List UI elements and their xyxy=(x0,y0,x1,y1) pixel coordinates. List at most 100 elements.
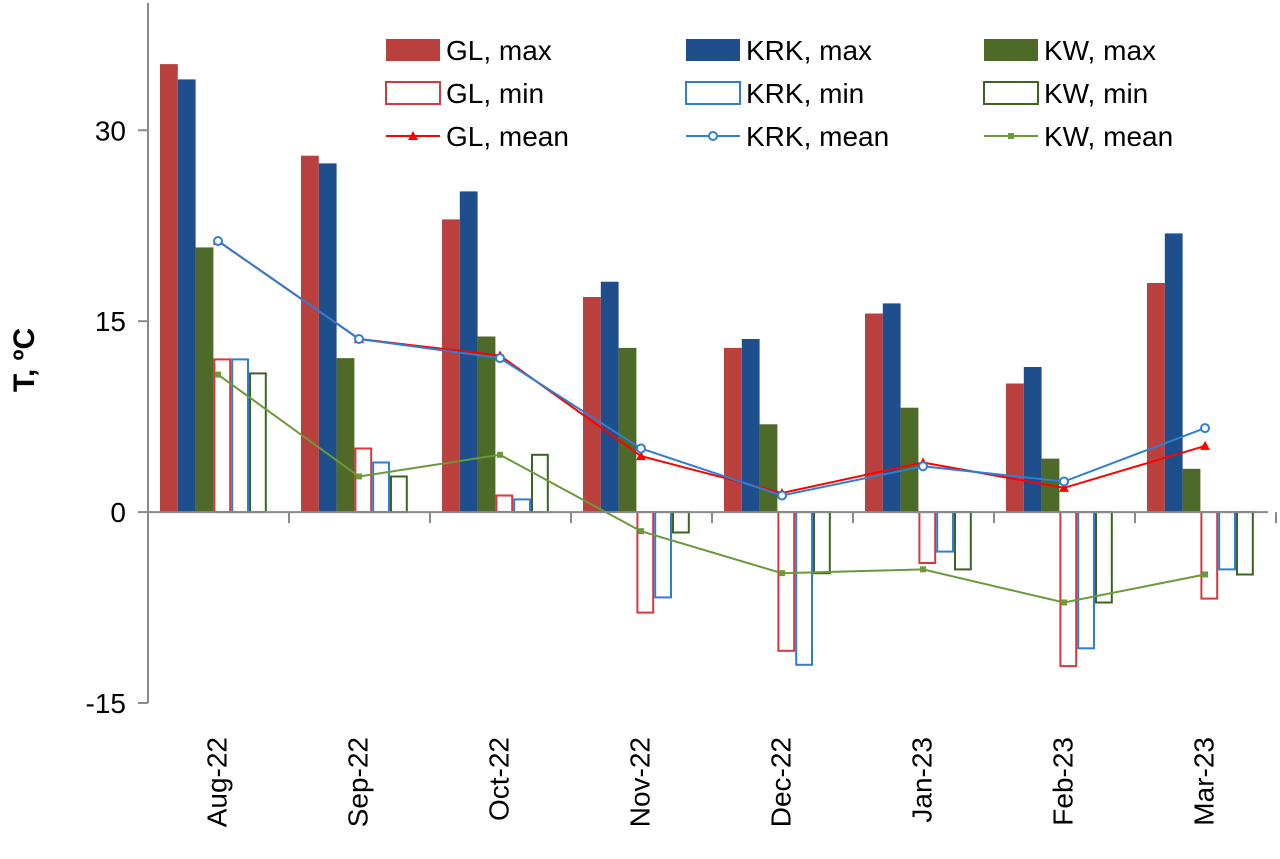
bar-kw-min xyxy=(1236,511,1254,576)
bar-kw-max xyxy=(900,407,919,513)
x-tick-label: Sep-22 xyxy=(343,737,374,827)
legend-marker-krk-mean xyxy=(708,131,718,141)
bar-krk-min xyxy=(795,511,814,666)
bar-gl-min xyxy=(918,511,937,564)
point-kw-mean xyxy=(920,566,926,573)
bar-krk-min xyxy=(1218,511,1236,571)
bar-krk-max xyxy=(1023,367,1042,513)
legend-label-krk-mean: KRK, mean xyxy=(746,121,889,152)
bar-kw-min xyxy=(390,475,408,514)
bar-kw-max xyxy=(195,247,214,513)
bar-gl-min xyxy=(1200,511,1219,600)
axes-layer: -15 0 15 30 Aug-22 Sep-22 Oct-22 Nov-22 Dec-22 Ja… xyxy=(86,3,1277,827)
bar-gl-max xyxy=(1147,283,1165,513)
y-axis-label: T, ºC xyxy=(8,328,41,392)
legend-label-gl-max: GL, max xyxy=(446,35,552,66)
point-kw-mean xyxy=(779,570,785,577)
legend-swatch-gl-max xyxy=(386,39,440,61)
x-tick-label: Mar-23 xyxy=(1189,737,1220,826)
bar-gl-min xyxy=(777,511,796,652)
bar-kw-min xyxy=(813,511,831,575)
bars-layer xyxy=(160,64,1254,668)
bar-krk-max xyxy=(318,163,337,513)
bar-krk-min xyxy=(513,498,532,514)
bar-krk-min xyxy=(654,511,673,599)
legend-label-kw-max: KW, max xyxy=(1044,35,1156,66)
point-kw-mean xyxy=(356,473,362,480)
bar-gl-max xyxy=(724,347,742,513)
lines-layer xyxy=(213,236,1210,606)
legend-marker-gl-mean xyxy=(408,131,418,140)
bar-gl-max xyxy=(442,219,460,513)
point-kw-mean xyxy=(638,528,644,535)
point-krk-mean xyxy=(636,443,646,454)
legend-label-krk-max: KRK, max xyxy=(746,35,872,66)
point-krk-mean xyxy=(1059,476,1069,487)
legend-swatch-kw-max xyxy=(984,39,1038,61)
point-gl-mean xyxy=(1059,482,1069,492)
bar-gl-max xyxy=(865,313,883,512)
bar-kw-max xyxy=(336,358,355,513)
point-kw-mean xyxy=(1061,599,1067,606)
point-krk-mean xyxy=(777,490,787,501)
bar-kw-min xyxy=(954,511,972,571)
y-tick-label: 0 xyxy=(110,497,126,528)
bar-krk-min xyxy=(372,461,391,514)
bar-kw-min xyxy=(1095,511,1113,604)
bar-krk-min xyxy=(936,511,955,553)
bar-gl-max xyxy=(301,155,319,513)
x-tick-label: Feb-23 xyxy=(1048,737,1079,826)
point-kw-mean xyxy=(497,451,503,458)
y-tick-label: 30 xyxy=(95,115,126,146)
legend-swatch-krk-max xyxy=(686,39,740,61)
bar-kw-max xyxy=(477,336,496,513)
line-kw-mean xyxy=(217,373,1206,604)
legend-label-kw-min: KW, min xyxy=(1044,78,1148,109)
y-tick-label: 15 xyxy=(95,306,126,337)
bar-gl-max xyxy=(160,64,178,513)
x-tick-label: Oct-22 xyxy=(484,737,515,821)
legend-label-gl-min: GL, min xyxy=(446,78,544,109)
x-tick-label: Dec-22 xyxy=(766,737,797,827)
line-krk-mean xyxy=(217,240,1206,497)
bar-gl-min xyxy=(1059,511,1078,668)
legend-label-gl-mean: GL, mean xyxy=(446,121,569,152)
bar-krk-max xyxy=(1164,233,1183,513)
point-krk-mean xyxy=(354,334,364,344)
bar-kw-min xyxy=(531,453,549,514)
point-krk-mean xyxy=(213,236,223,246)
x-tick-label: Nov-22 xyxy=(625,737,656,827)
point-kw-mean xyxy=(215,371,221,378)
point-krk-mean xyxy=(495,353,505,364)
legend-swatch-gl-min xyxy=(385,81,441,105)
legend-marker-kw-mean xyxy=(1008,133,1014,139)
legend-swatch-kw-min xyxy=(983,81,1039,105)
x-tick-label: Jan-23 xyxy=(907,737,938,823)
bar-kw-max xyxy=(618,347,637,513)
point-gl-mean xyxy=(1200,440,1210,450)
bar-krk-min xyxy=(1077,511,1095,650)
bar-kw-min xyxy=(249,372,267,514)
legend: GL, max KRK, max KW, max GL, min KRK, min KW,… xyxy=(385,35,1173,152)
bar-kw-max xyxy=(1182,468,1201,513)
bar-krk-max xyxy=(600,281,619,513)
bar-krk-min xyxy=(231,358,249,514)
bar-gl-min xyxy=(495,494,514,513)
point-kw-mean xyxy=(1202,571,1208,578)
legend-label-kw-mean: KW, mean xyxy=(1044,121,1173,152)
point-krk-mean xyxy=(1200,423,1210,434)
y-tick-label: -15 xyxy=(86,688,126,719)
bar-gl-min xyxy=(354,447,373,514)
bar-kw-min xyxy=(672,511,690,534)
legend-label-krk-min: KRK, min xyxy=(746,78,864,109)
x-tick-label: Aug-22 xyxy=(202,737,233,827)
bar-gl-max xyxy=(1006,383,1024,512)
point-krk-mean xyxy=(918,461,928,472)
bar-gl-max xyxy=(583,297,601,513)
bar-kw-max xyxy=(759,424,778,513)
bar-gl-min xyxy=(636,511,655,614)
bar-krk-max xyxy=(882,303,901,513)
point-gl-mean xyxy=(636,451,646,461)
bar-krk-max xyxy=(741,339,760,513)
